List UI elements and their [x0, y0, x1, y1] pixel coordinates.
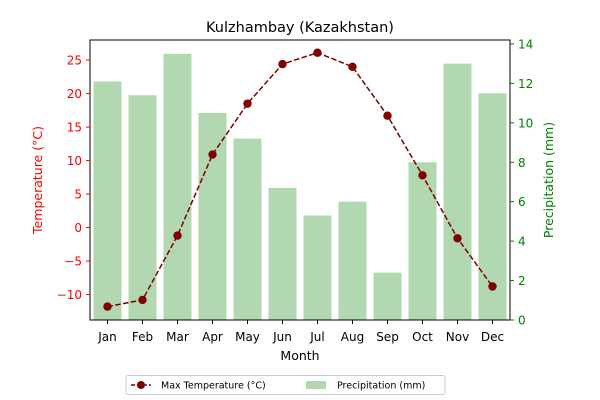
temperature-point-dec: [488, 282, 497, 291]
x-axis-label: Month: [280, 348, 319, 363]
temperature-tick-label: 25: [67, 54, 82, 68]
x-tick-label-nov: Nov: [446, 330, 469, 344]
precip-bar-feb: [128, 95, 157, 321]
legend-frame: [125, 375, 446, 395]
precip-bar-dec: [478, 93, 507, 321]
precipitation-axis-label: Precipitation (mm): [541, 122, 556, 238]
temperature-series: [103, 48, 497, 311]
precip-bar-mar: [163, 53, 192, 321]
temperature-tick-label: 20: [67, 87, 82, 101]
temperature-tick-label: −10: [57, 288, 82, 302]
legend: Max Temperature (°C) Precipitation (mm): [125, 375, 446, 395]
temperature-point-jun: [278, 59, 287, 69]
precipitation-tick-label: 8: [518, 156, 526, 170]
legend-temperature-label: Max Temperature (°C): [161, 381, 266, 392]
temperature-point-oct: [418, 171, 427, 180]
precip-bar-jan: [93, 81, 122, 320]
temperature-point-jul: [313, 48, 322, 57]
x-axis: Jan Feb Mar Apr May Jun Jul Aug Sep Oct Nov Dec: [97, 320, 504, 344]
temperature-point-sep: [383, 111, 392, 120]
x-tick-label-sep: Sep: [376, 330, 399, 344]
precip-bar-sep: [373, 272, 402, 320]
precipitation-tick-label: 6: [518, 195, 526, 209]
legend-temperature-marker: [137, 381, 145, 389]
precipitation-tick-label: 0: [518, 314, 526, 328]
temperature-tick-label: 10: [67, 154, 82, 168]
x-tick-label-jan: Jan: [97, 330, 117, 344]
precipitation-tick-label: 10: [518, 116, 533, 130]
temperature-point-nov: [453, 234, 462, 243]
x-tick-label-dec: Dec: [481, 330, 504, 344]
precipitation-axis: 0 2 4 6 8 10 12 14: [509, 37, 533, 328]
x-tick-label-oct: Oct: [412, 330, 433, 344]
temperature-point-apr: [208, 150, 217, 159]
x-tick-label-apr: Apr: [202, 330, 223, 344]
legend-precipitation-label: Precipitation (mm): [337, 381, 425, 392]
temperature-point-jan: [103, 302, 112, 311]
temperature-axis-label: Temperature (°C): [30, 126, 45, 235]
x-tick-label-jul: Jul: [309, 330, 324, 344]
x-tick-label-jun: Jun: [272, 330, 292, 344]
temperature-point-mar: [173, 231, 182, 240]
temperature-tick-label: 5: [74, 188, 82, 202]
x-tick-label-feb: Feb: [132, 330, 153, 344]
x-tick-label-mar: Mar: [166, 330, 189, 344]
precip-bar-jun: [268, 187, 297, 320]
temperature-point-may: [243, 99, 252, 108]
precipitation-tick-label: 2: [518, 274, 526, 288]
precip-bar-aug: [338, 201, 367, 320]
temperature-tick-label: −5: [64, 255, 82, 269]
temperature-tick-label: 0: [74, 221, 82, 235]
temperature-tick-label: 15: [67, 121, 82, 135]
precipitation-bars: [93, 53, 507, 321]
precip-bar-may: [233, 138, 262, 320]
precipitation-tick-label: 14: [518, 37, 533, 51]
precipitation-tick-label: 12: [518, 77, 533, 91]
precip-bar-apr: [198, 112, 227, 321]
precip-bar-jul: [303, 215, 332, 320]
x-tick-label-may: May: [235, 330, 260, 344]
legend-precipitation-swatch: [306, 381, 326, 389]
precipitation-tick-label: 4: [518, 235, 526, 249]
x-tick-label-aug: Aug: [341, 330, 364, 344]
precip-bar-oct: [408, 162, 437, 320]
precip-bar-nov: [443, 63, 472, 320]
temperature-axis: −10 −5 0 5 10 15 20 25: [57, 40, 91, 320]
temperature-point-feb: [138, 295, 147, 305]
chart-title: Kulzhambay (Kazakhstan): [206, 20, 394, 36]
temperature-line: [107, 51, 494, 308]
temperature-point-aug: [348, 62, 357, 71]
